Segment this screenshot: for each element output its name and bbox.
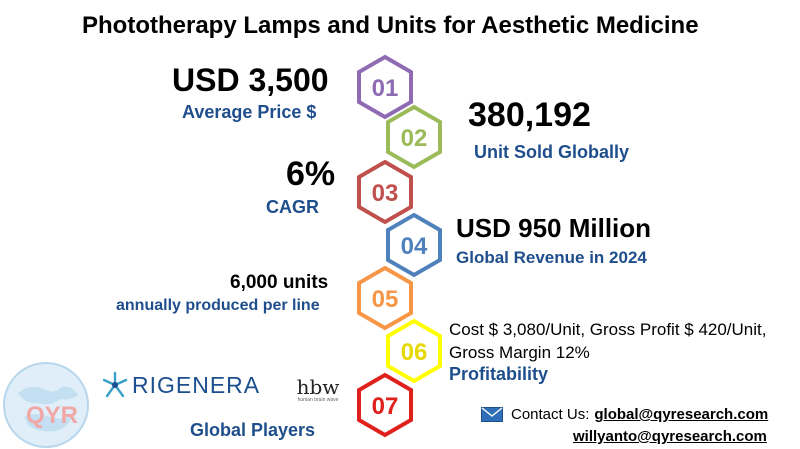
hexagon-01 (357, 54, 413, 120)
hexagon-07 (357, 372, 413, 438)
profitability-detail: Cost $ 3,080/Unit, Gross Profit $ 420/Un… (449, 320, 767, 362)
cagr-value: 6% (286, 155, 336, 193)
hexagon-06 (386, 318, 442, 384)
qyr-watermark-text: QYR (26, 402, 78, 429)
rigenera-wordmark: RIGENERA (132, 371, 261, 398)
hexagon-02 (386, 104, 442, 170)
global-revenue-label: Global Revenue in 2024 (456, 248, 647, 267)
hexagon-03 (357, 159, 413, 225)
qyr-globe-watermark: QYR (3, 362, 89, 448)
production-label: annually produced per line (116, 297, 320, 314)
email-willyanto-link[interactable]: willyanto@qyresearch.com (573, 428, 767, 445)
hexagon-05 (357, 265, 413, 331)
email-global-link[interactable]: global@qyresearch.com (594, 406, 769, 423)
hbw-tagline: human brain wave (297, 397, 339, 403)
hexagon-number-05: 05 (372, 286, 399, 313)
hexagon-04 (386, 212, 442, 278)
hexagon-number-01: 01 (372, 75, 399, 102)
average-price-value: USD 3,500 (172, 62, 329, 98)
hexagon-number-03: 03 (372, 180, 399, 207)
mail-icon (481, 407, 503, 422)
hexagon-number-04: 04 (401, 233, 428, 260)
profitability-label: Profitability (449, 364, 549, 384)
cagr-label: CAGR (266, 197, 319, 217)
page-title: Phototherapy Lamps and Units for Aesthet… (82, 12, 699, 39)
units-sold-value: 380,192 (468, 96, 591, 134)
rigenera-star-icon (102, 371, 128, 398)
contact-prefix: Contact Us: (511, 406, 590, 423)
global-players-logos (97, 362, 352, 408)
units-sold-label: Unit Sold Globally (474, 142, 630, 162)
rigenera-logo: RIGENERA (100, 368, 260, 402)
global-players-label: Global Players (190, 420, 316, 440)
hexagon-number-07: 07 (372, 393, 399, 420)
hbw-wordmark: hbw (296, 375, 340, 399)
hexagon-number-06: 06 (401, 339, 428, 366)
production-value: 6,000 units (230, 272, 329, 293)
average-price-label: Average Price $ (182, 102, 317, 122)
contact-line: Contact Us: global@qyresearch.com (481, 406, 768, 423)
hbw-logo: hbw human brain wave (287, 377, 349, 403)
global-revenue-value: USD 950 Million (456, 213, 652, 243)
hexagon-number-02: 02 (401, 125, 428, 152)
